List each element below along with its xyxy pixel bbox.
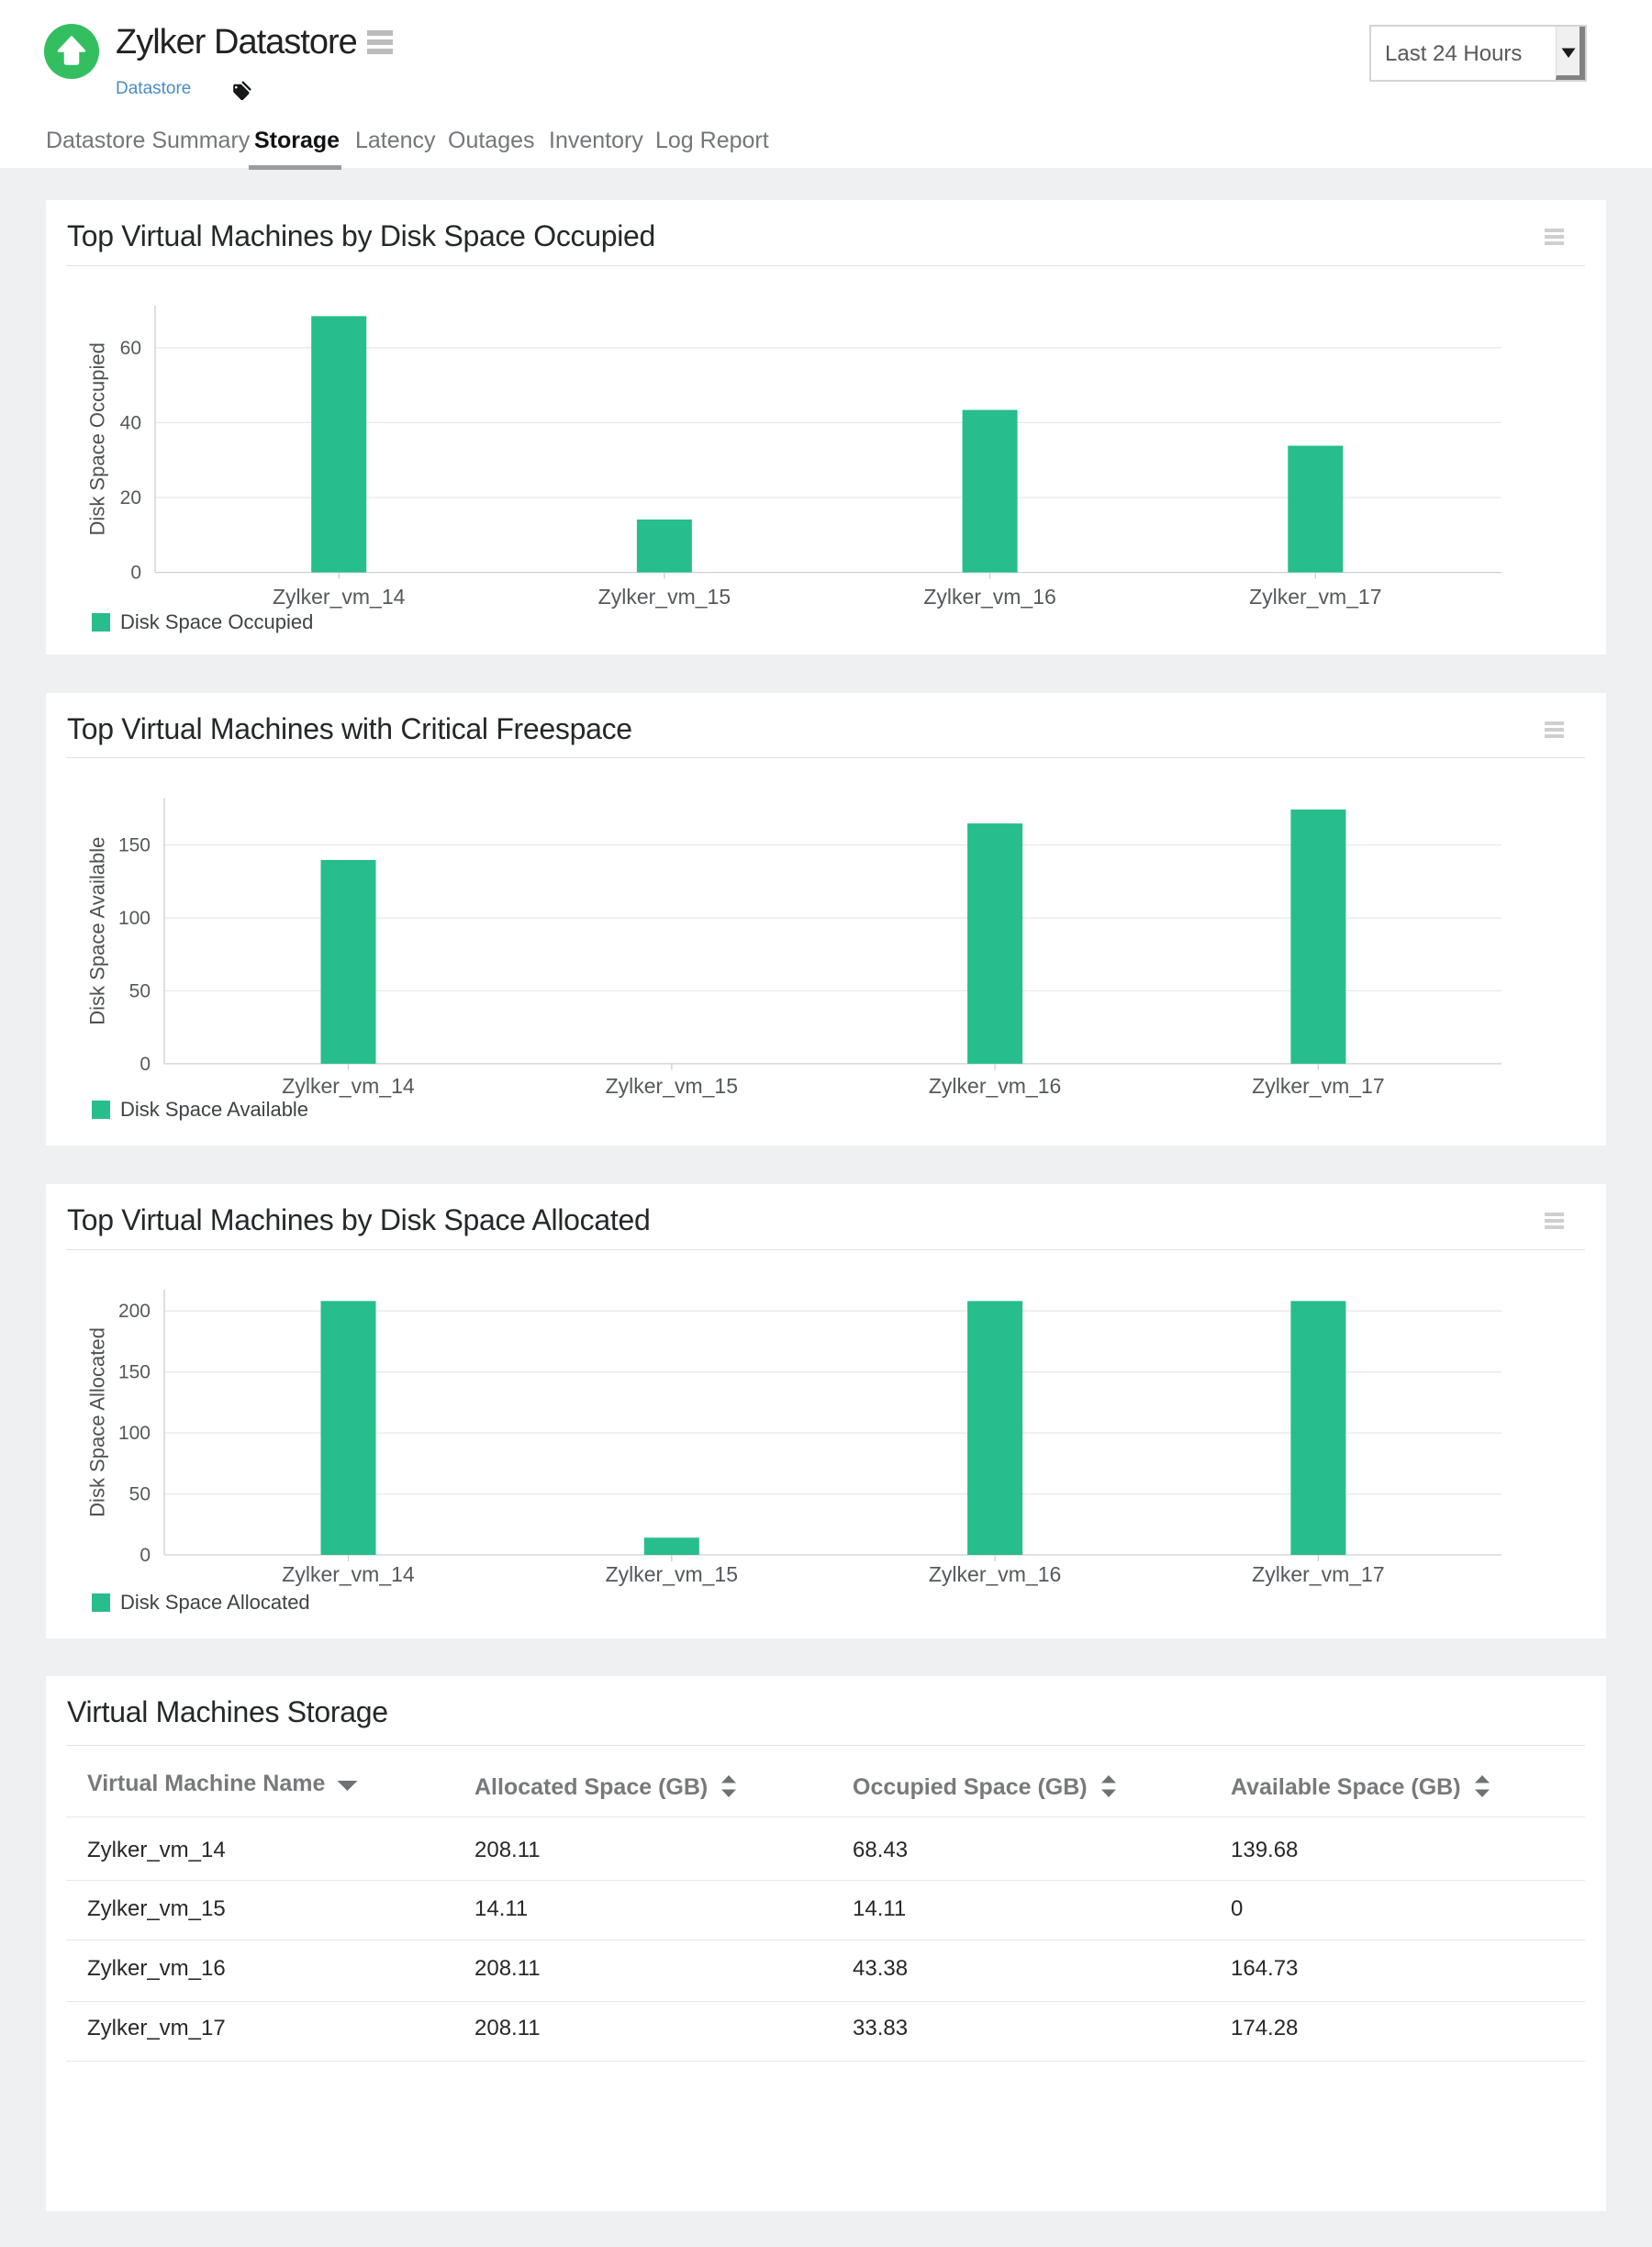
svg-text:Disk Space Allocated: Disk Space Allocated bbox=[120, 1591, 310, 1614]
svg-text:Zylker_vm_17: Zylker_vm_17 bbox=[1252, 1562, 1384, 1586]
svg-text:Zylker_vm_14: Zylker_vm_14 bbox=[282, 1562, 415, 1586]
svg-text:60: 60 bbox=[120, 338, 141, 359]
svg-text:0: 0 bbox=[140, 1545, 151, 1566]
svg-text:Zylker_vm_14: Zylker_vm_14 bbox=[282, 1074, 415, 1098]
svg-text:50: 50 bbox=[129, 1484, 151, 1505]
svg-text:Zylker_vm_17: Zylker_vm_17 bbox=[1252, 1074, 1384, 1098]
svg-text:Zylker_vm_15: Zylker_vm_15 bbox=[606, 1562, 738, 1586]
svg-text:0: 0 bbox=[130, 563, 141, 584]
svg-text:50: 50 bbox=[129, 980, 151, 1001]
svg-text:150: 150 bbox=[118, 835, 151, 856]
svg-text:100: 100 bbox=[118, 1423, 151, 1444]
svg-text:40: 40 bbox=[120, 412, 141, 433]
svg-text:Zylker_vm_17: Zylker_vm_17 bbox=[1249, 585, 1381, 609]
svg-text:Zylker_vm_16: Zylker_vm_16 bbox=[929, 1562, 1061, 1586]
svg-text:Disk Space Allocated: Disk Space Allocated bbox=[86, 1327, 109, 1517]
svg-text:Zylker_vm_16: Zylker_vm_16 bbox=[923, 585, 1055, 609]
svg-text:150: 150 bbox=[118, 1362, 151, 1383]
svg-text:Zylker_vm_16: Zylker_vm_16 bbox=[929, 1074, 1061, 1098]
svg-text:Disk Space Available: Disk Space Available bbox=[120, 1098, 308, 1121]
svg-text:0: 0 bbox=[140, 1054, 151, 1075]
svg-text:Disk Space Occupied: Disk Space Occupied bbox=[120, 610, 313, 633]
svg-text:20: 20 bbox=[120, 487, 141, 509]
svg-text:Zylker_vm_15: Zylker_vm_15 bbox=[606, 1074, 738, 1098]
svg-text:200: 200 bbox=[118, 1301, 151, 1322]
svg-text:100: 100 bbox=[118, 908, 151, 929]
svg-text:Zylker_vm_15: Zylker_vm_15 bbox=[598, 585, 731, 609]
svg-text:Disk Space Available: Disk Space Available bbox=[86, 837, 109, 1025]
svg-text:Zylker_vm_14: Zylker_vm_14 bbox=[273, 585, 406, 609]
svg-text:Disk Space Occupied: Disk Space Occupied bbox=[86, 342, 109, 535]
